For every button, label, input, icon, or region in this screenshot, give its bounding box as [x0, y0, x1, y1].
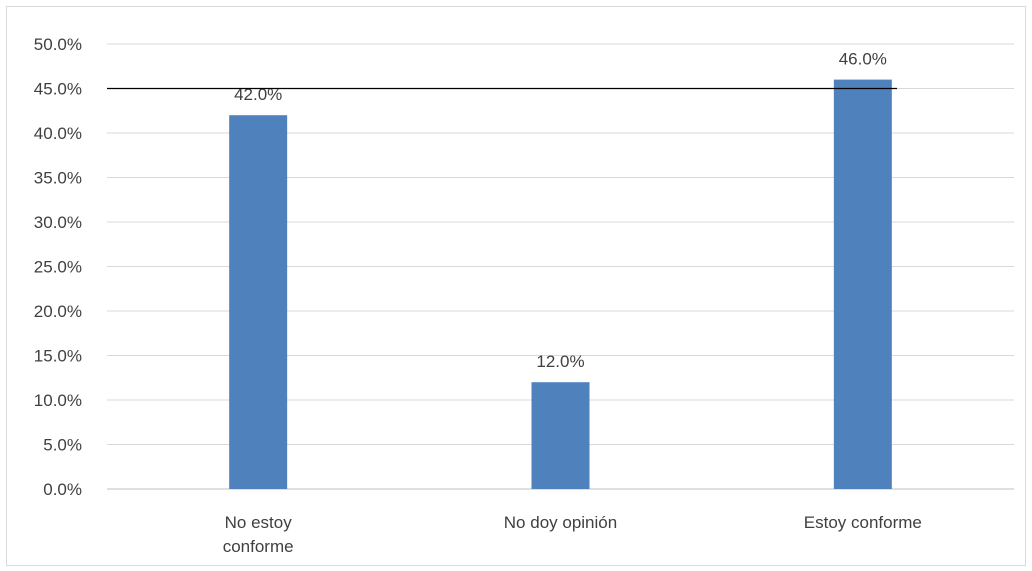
data-label: 46.0% — [839, 50, 887, 69]
y-tick-label: 30.0% — [34, 213, 82, 232]
x-tick-label: No estoy — [225, 513, 293, 532]
data-label: 42.0% — [234, 85, 282, 104]
y-tick-label: 10.0% — [34, 391, 82, 410]
y-tick-label: 25.0% — [34, 258, 82, 277]
x-tick-label: No doy opinión — [504, 513, 617, 532]
y-tick-label: 45.0% — [34, 80, 82, 99]
bar — [833, 79, 892, 489]
bar — [229, 115, 288, 489]
x-tick-label: conforme — [223, 537, 294, 556]
y-tick-label: 0.0% — [43, 480, 82, 499]
y-tick-label: 5.0% — [43, 436, 82, 455]
bar — [531, 382, 590, 489]
y-tick-label: 50.0% — [34, 35, 82, 54]
data-label: 12.0% — [536, 352, 584, 371]
y-tick-label: 15.0% — [34, 347, 82, 366]
y-tick-label: 35.0% — [34, 169, 82, 188]
x-tick-label: Estoy conforme — [804, 513, 922, 532]
y-tick-label: 40.0% — [34, 124, 82, 143]
y-tick-label: 20.0% — [34, 302, 82, 321]
